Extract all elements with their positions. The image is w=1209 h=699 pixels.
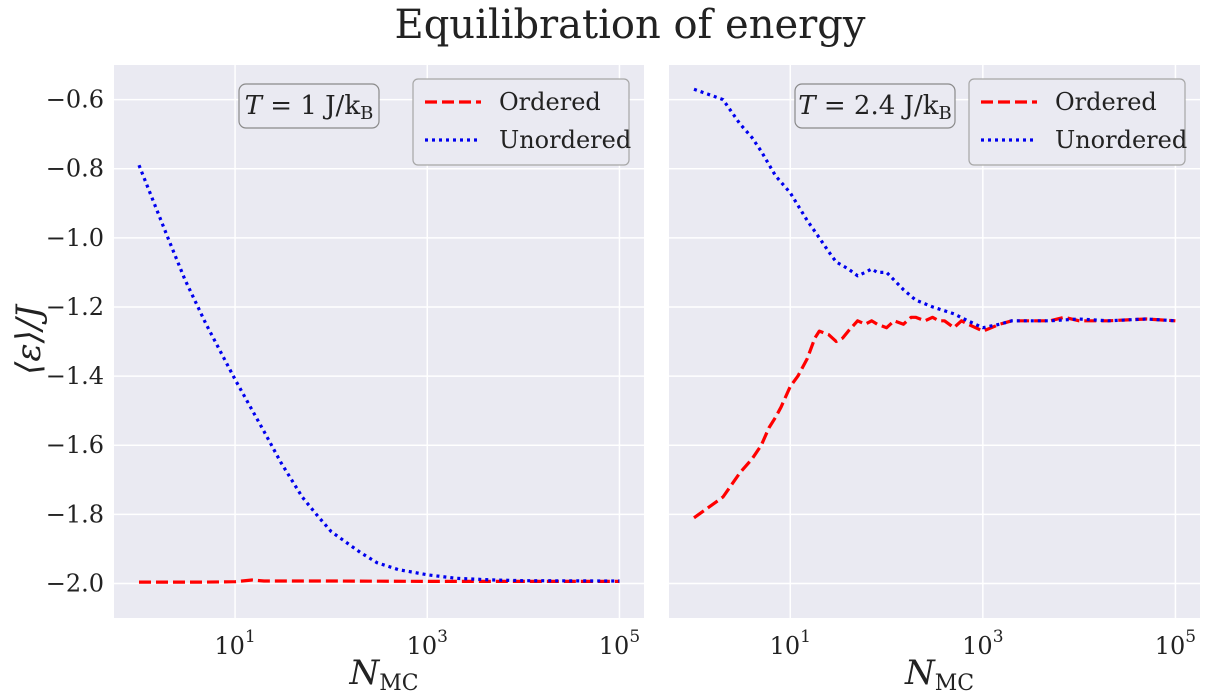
temperature-annotation-box [794,83,956,129]
y-tick-label: −0.8 [46,155,104,183]
figure-title: Equilibration of energy [395,2,866,48]
y-tick-label: −2.0 [46,569,104,597]
legend-label-ordered: Ordered [1055,88,1157,116]
chart-panel-left: −2.0 −1.8 −1.6 −1.4 −1.2 −1.0 −0.8 −0.6 101 103 10… [46,65,644,696]
x-tick-label: 105 [1155,627,1196,660]
x-axis-label: NMC [348,653,418,696]
x-tick-label: 103 [962,627,1003,660]
temperature-annotation: T = 2.4 J/kB [798,91,951,124]
y-axis-label: ⟨ε⟩/J [9,303,49,375]
y-tick-label: −1.8 [46,500,104,528]
series-line-ordered [139,578,620,584]
legend-label-unordered: Unordered [499,126,631,154]
y-tick-label: −1.4 [46,362,104,390]
x-tick-label: 101 [214,627,255,660]
legend-label-ordered: Ordered [499,88,601,116]
x-tick-label: 101 [770,627,811,660]
x-tick-label: 103 [407,627,448,660]
legend-label-unordered: Unordered [1055,126,1187,154]
temperature-annotation-box [238,83,380,129]
y-tick-label: −0.6 [46,86,104,114]
y-tick-label: −1.0 [46,224,104,252]
temperature-annotation: T = 1 J/kB [245,91,374,124]
svg-text:⟨ε⟩/J: ⟨ε⟩/J [9,303,49,375]
x-tick-label: 105 [599,627,640,660]
y-tick-label: −1.6 [46,431,104,459]
chart-panel-right: 101 103 105 NMC T = 2.4 J/kB Ordered Unordered [669,65,1200,696]
x-axis-label: NMC [904,653,974,696]
y-tick-label: −1.2 [46,293,104,321]
